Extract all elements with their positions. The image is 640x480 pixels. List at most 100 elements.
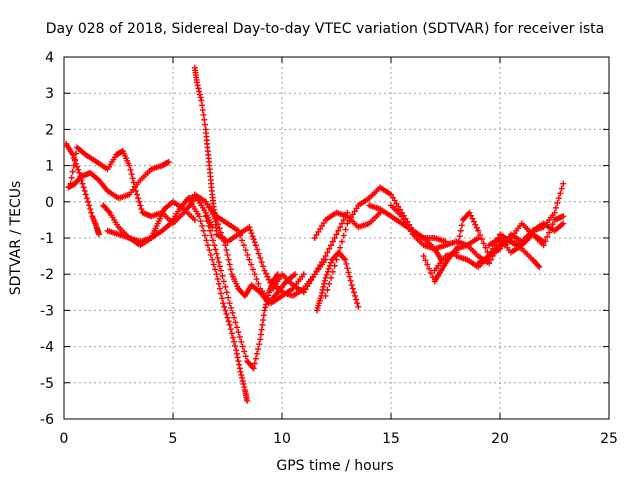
data-point	[540, 242, 547, 249]
data-point	[318, 259, 325, 266]
data-point	[220, 278, 227, 285]
x-tick-label: 0	[60, 431, 69, 447]
data-point	[226, 261, 233, 268]
y-axis-label: SDTVAR / TECUs	[8, 181, 24, 296]
data-point	[71, 156, 78, 163]
data-point	[128, 171, 135, 178]
data-point	[79, 180, 86, 187]
data-point	[263, 270, 270, 277]
data-point	[201, 121, 208, 128]
data-point	[478, 236, 485, 243]
data-point	[331, 262, 338, 269]
data-point	[165, 158, 172, 165]
data-point	[345, 269, 352, 276]
x-tick-label: 25	[600, 431, 618, 447]
data-marks	[63, 64, 567, 404]
data-point	[207, 227, 214, 234]
data-point	[333, 256, 340, 263]
data-point	[233, 324, 240, 331]
data-point	[202, 213, 209, 220]
data-point	[126, 162, 133, 169]
data-point	[249, 266, 256, 273]
y-tick-labels: -6 -5 -4 -3 -2 -1 0 1 2 3 4	[40, 50, 54, 428]
data-point	[234, 354, 241, 361]
data-point	[127, 166, 134, 173]
data-point	[257, 331, 264, 338]
data-point	[239, 377, 246, 384]
data-point	[253, 350, 260, 357]
data-point	[199, 107, 206, 114]
data-point	[238, 338, 245, 345]
data-point	[138, 206, 145, 213]
data-point	[342, 226, 349, 233]
data-point	[260, 263, 267, 270]
data-point	[328, 274, 335, 281]
data-point	[560, 213, 567, 220]
data-point	[223, 247, 230, 254]
data-point	[236, 361, 243, 368]
data-point	[254, 246, 261, 253]
data-point	[211, 242, 218, 249]
data-point	[209, 256, 216, 263]
data-point	[321, 280, 328, 287]
data-point	[217, 290, 224, 297]
data-point	[257, 254, 264, 261]
data-point	[535, 262, 542, 269]
data-point	[322, 253, 329, 260]
data-point	[255, 346, 262, 353]
data-point	[196, 213, 203, 220]
data-point	[236, 365, 243, 372]
data-point	[261, 267, 268, 274]
x-tick-label: 5	[169, 431, 178, 447]
data-point	[215, 259, 222, 266]
data-point	[560, 180, 567, 187]
data-point	[132, 187, 139, 194]
data-point	[354, 300, 361, 307]
data-point	[207, 251, 214, 258]
data-point	[551, 209, 558, 216]
data-point	[226, 300, 233, 307]
data-point	[407, 228, 414, 235]
data-point	[292, 271, 299, 278]
series-sat-b	[65, 158, 172, 202]
data-point	[324, 286, 331, 293]
data-point	[388, 191, 394, 198]
data-point	[248, 230, 255, 237]
data-point	[315, 228, 322, 235]
data-point	[324, 268, 331, 275]
data-point	[241, 384, 248, 391]
data-point	[427, 269, 434, 276]
data-point	[227, 326, 234, 333]
data-point	[135, 195, 142, 202]
data-point	[346, 217, 353, 224]
series-sat-g	[187, 198, 251, 404]
data-point	[335, 250, 342, 257]
data-point	[536, 263, 543, 270]
data-point	[249, 364, 256, 371]
data-point	[352, 292, 359, 299]
data-point	[70, 162, 77, 169]
data-point	[216, 285, 223, 292]
data-point	[486, 253, 493, 260]
data-point	[426, 265, 433, 272]
data-point	[247, 227, 254, 234]
data-point	[136, 198, 143, 205]
data-point	[348, 282, 355, 289]
data-point	[191, 216, 198, 223]
y-tick-label: 3	[45, 86, 54, 102]
data-point	[406, 225, 413, 232]
data-point	[193, 79, 200, 86]
data-point	[326, 245, 333, 252]
data-point	[68, 174, 75, 181]
data-point	[239, 374, 246, 381]
data-point	[82, 191, 89, 198]
data-point	[235, 329, 242, 336]
data-point	[216, 263, 223, 270]
data-point	[554, 200, 561, 207]
data-point	[350, 289, 357, 296]
data-point	[420, 253, 427, 260]
data-point	[217, 267, 224, 274]
data-point	[344, 220, 351, 227]
data-point	[329, 268, 336, 275]
